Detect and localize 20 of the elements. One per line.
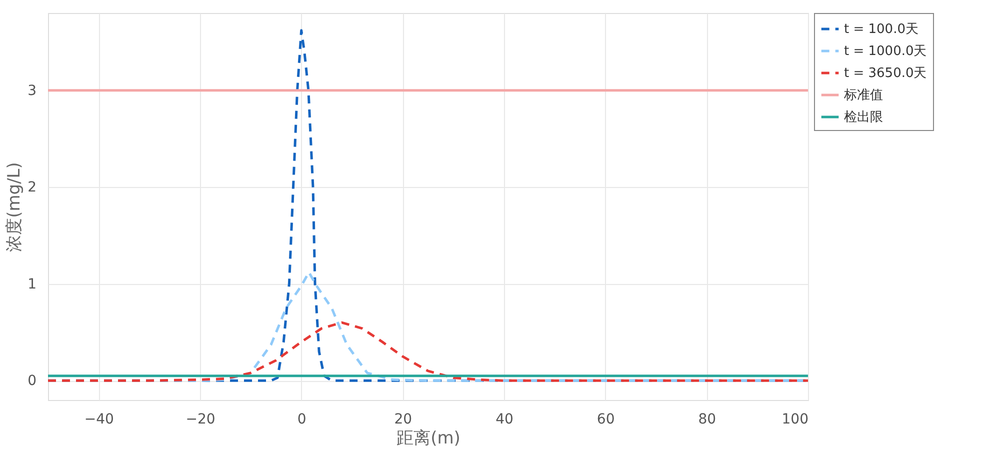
x-tick-label: 80 [698, 412, 716, 428]
y-tick-label: 0 [28, 373, 36, 390]
y-tick-label: 2 [28, 180, 36, 196]
y-tick-label: 1 [28, 276, 36, 292]
x-tick-label: 40 [496, 412, 514, 428]
x-tick-label: 20 [394, 412, 412, 428]
x-tick-label: 0 [297, 412, 306, 428]
legend-label: t = 3650.0天 [844, 66, 927, 81]
ref-line-label: 标准值 [843, 88, 883, 103]
legend-label: 检出限 [844, 110, 883, 125]
x-axis-title: 距离(m) [396, 428, 460, 448]
x-tick-label: −40 [84, 412, 114, 428]
x-tick-label: 100 [782, 412, 808, 428]
x-tick-label: 60 [596, 412, 615, 428]
legend-label: t = 1000.0天 [844, 44, 927, 59]
y-axis-title: 浓度(mg/L) [4, 162, 25, 252]
legend-label: t = 100.0天 [844, 22, 918, 37]
y-tick-label: 3 [28, 82, 36, 99]
line-series [48, 321, 808, 382]
x-tick-label: −20 [186, 412, 216, 428]
